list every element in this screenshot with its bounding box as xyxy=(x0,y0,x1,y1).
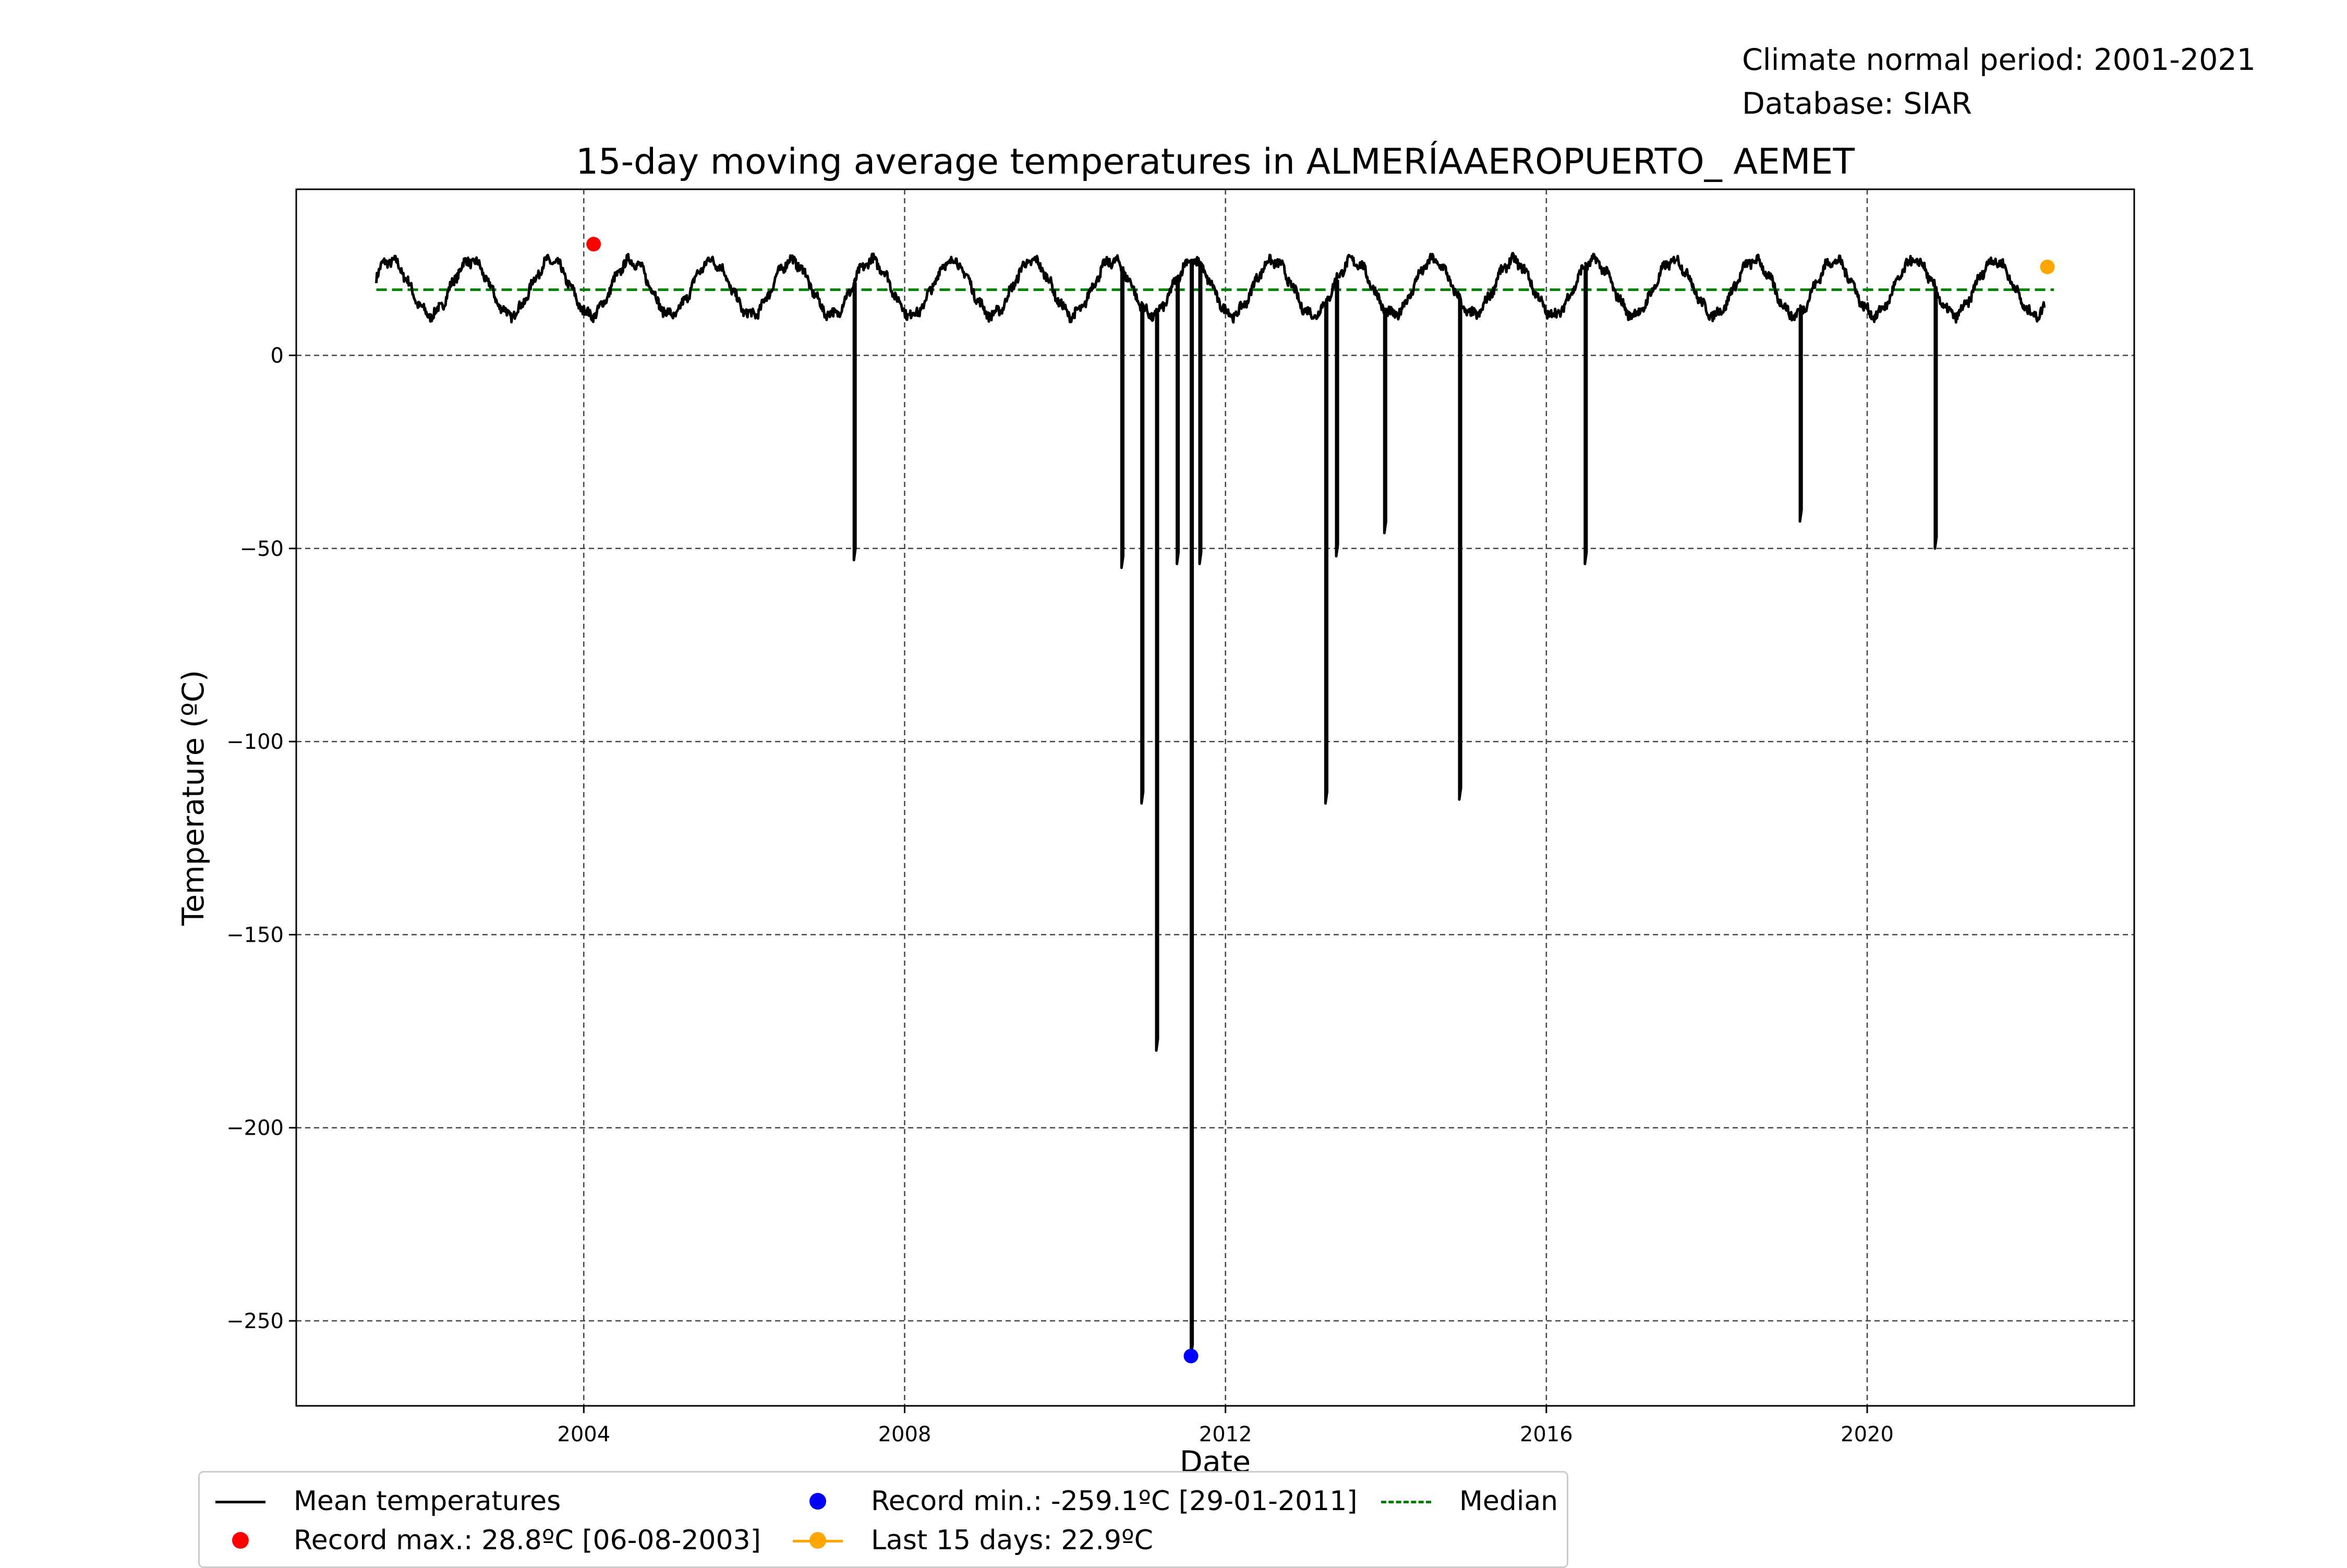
y-tick-label-5: −250 xyxy=(226,1309,284,1333)
legend-item-last-days: Last 15 days: 22.9ºC xyxy=(787,1522,1153,1559)
legend-label-median: Median xyxy=(1459,1486,1558,1517)
legend-item-median: Median xyxy=(1375,1483,1558,1520)
y-axis-label: Temperature (ºC) xyxy=(176,670,211,926)
x-tick-label-2012: 2012 xyxy=(1199,1423,1252,1447)
legend-label-last-days: Last 15 days: 22.9ºC xyxy=(871,1525,1153,1556)
mean-temperature-series xyxy=(375,252,2046,1357)
legend-label-record-max: Record max.: 28.8ºC [06-08-2003] xyxy=(294,1525,761,1556)
x-tick-label-2020: 2020 xyxy=(1841,1423,1894,1447)
y-tick-label-3: −150 xyxy=(226,923,284,947)
record-max-marker xyxy=(586,237,601,252)
climate-period-text: Climate normal period: 2001-2021 xyxy=(1742,43,2256,77)
y-tick-label-2: −100 xyxy=(226,730,284,754)
chart-legend: Mean temperatures Record max.: 28.8ºC [0… xyxy=(198,1471,1568,1568)
legend-swatch-record-max xyxy=(209,1522,272,1559)
grid xyxy=(296,189,2134,1406)
legend-swatch-record-min xyxy=(787,1483,849,1520)
legend-swatch-median xyxy=(1375,1483,1437,1520)
legend-item-mean: Mean temperatures xyxy=(209,1483,561,1520)
x-tick-label-2016: 2016 xyxy=(1520,1423,1573,1447)
legend-swatch-last-days xyxy=(787,1522,849,1559)
x-tick-label-2004: 2004 xyxy=(557,1423,610,1447)
mean-temperature-line xyxy=(375,252,2046,1357)
last-15-days-marker xyxy=(2040,259,2055,274)
legend-item-record-max: Record max.: 28.8ºC [06-08-2003] xyxy=(209,1522,761,1559)
legend-label-mean: Mean temperatures xyxy=(294,1486,561,1517)
database-text: Database: SIAR xyxy=(1742,87,1972,121)
y-tick-label-0: 0 xyxy=(271,344,284,368)
record-markers xyxy=(586,237,2055,1364)
y-tick-label-4: −200 xyxy=(226,1116,284,1140)
x-tick-label-2008: 2008 xyxy=(878,1423,931,1447)
legend-item-record-min: Record min.: -259.1ºC [29-01-2011] xyxy=(787,1483,1358,1520)
axis-ticks: 2004 2008 2012 2016 2020 0 −50 −100 −150 −200 −250 xyxy=(226,344,1894,1447)
y-tick-label-1: −50 xyxy=(240,537,284,561)
plot-frame xyxy=(295,188,2135,1407)
legend-swatch-mean xyxy=(209,1483,272,1520)
chart-title: 15-day moving average temperatures in AL… xyxy=(576,141,1855,183)
record-min-marker xyxy=(1183,1348,1199,1364)
legend-label-record-min: Record min.: -259.1ºC [29-01-2011] xyxy=(871,1486,1358,1517)
